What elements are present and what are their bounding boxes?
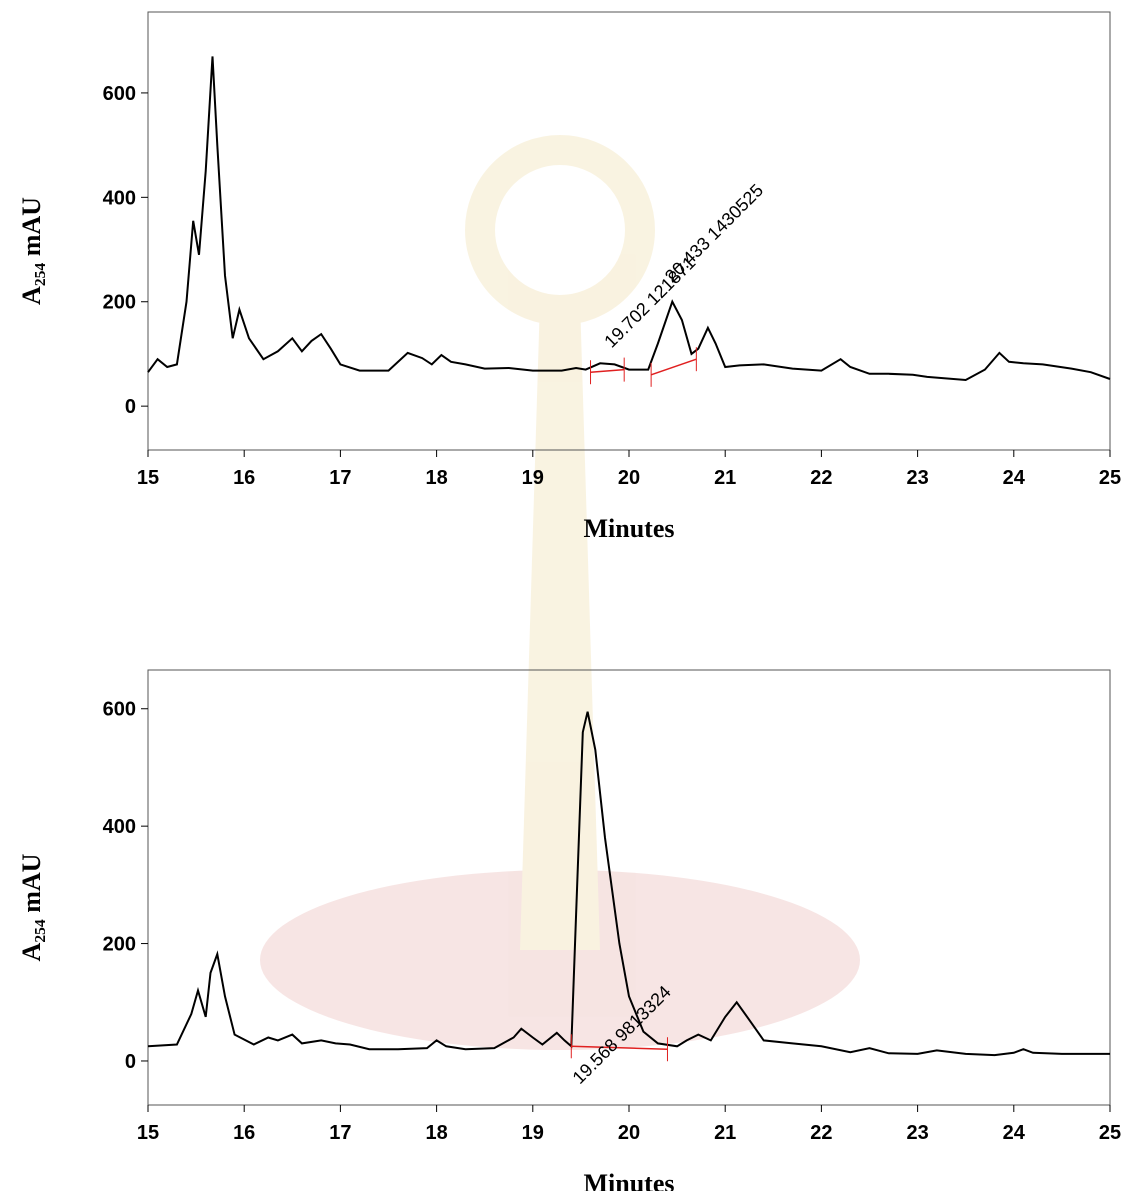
x-tick-label: 17: [329, 1122, 351, 1144]
x-tick-label: 25: [1099, 1122, 1121, 1144]
x-tick-label: 25: [1099, 467, 1121, 489]
x-tick-label: 19: [522, 467, 544, 489]
watermark-shape: [520, 300, 600, 950]
integration-baseline: [650, 358, 697, 376]
y-tick-label: 400: [103, 187, 136, 209]
trace: [147, 711, 1110, 1057]
y-tick-label: 200: [103, 292, 136, 314]
x-tick-label: 20: [618, 467, 640, 489]
x-tick-label: 16: [233, 1122, 255, 1144]
watermark: [260, 135, 860, 1050]
x-tick-label: 15: [137, 467, 159, 489]
x-tick-label: 19: [522, 1122, 544, 1144]
watermark-shape: [465, 135, 655, 325]
x-tick-label: 20: [618, 1122, 640, 1144]
x-tick-label: 24: [1003, 467, 1026, 489]
integration-baseline: [590, 368, 625, 373]
x-tick-label: 18: [425, 467, 447, 489]
integration-baseline: [571, 1045, 668, 1050]
y-tick-label: 400: [103, 816, 136, 838]
x-tick-label: 23: [906, 1122, 928, 1144]
y-tick-label: 0: [125, 1051, 136, 1073]
y-tick-label: 0: [125, 396, 136, 418]
x-tick-label: 21: [714, 1122, 736, 1144]
x-tick-label: 15: [137, 1122, 159, 1144]
trace: [147, 56, 1111, 382]
watermark-shape: [260, 870, 860, 1050]
y-tick-label: 600: [103, 699, 136, 721]
y-tick-label: 200: [103, 934, 136, 956]
x-tick-label: 23: [906, 467, 928, 489]
y-axis-label: A₂₅₄ mAU: [17, 853, 46, 961]
x-axis-label: Minutes: [584, 1169, 675, 1191]
peak-annotation: 20.433 1430525: [661, 180, 767, 286]
x-tick-label: 22: [810, 467, 832, 489]
y-axis-label: A₂₅₄ mAU: [17, 197, 46, 305]
x-tick-label: 24: [1003, 1122, 1026, 1144]
x-tick-label: 17: [329, 467, 351, 489]
x-tick-label: 22: [810, 1122, 832, 1144]
x-tick-label: 16: [233, 467, 255, 489]
x-axis-label: Minutes: [584, 514, 675, 543]
y-tick-label: 600: [103, 83, 136, 105]
x-tick-label: 18: [425, 1122, 447, 1144]
x-tick-label: 21: [714, 467, 736, 489]
